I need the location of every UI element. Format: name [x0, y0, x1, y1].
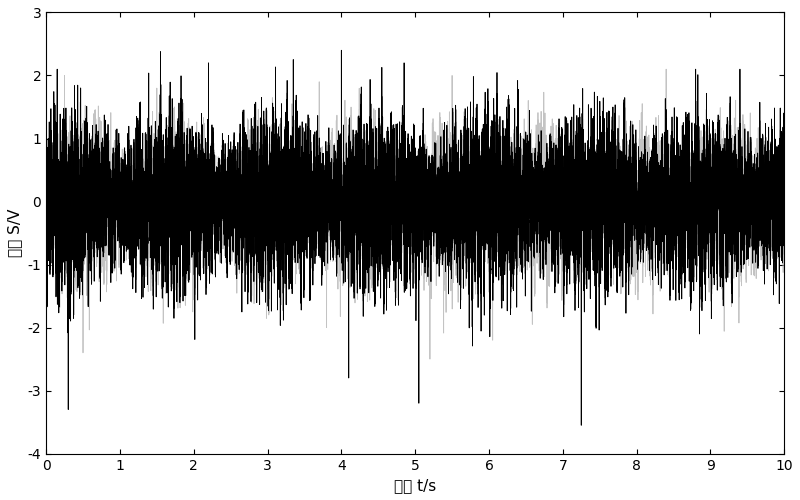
- X-axis label: 时间 t/s: 时间 t/s: [394, 478, 436, 493]
- Y-axis label: 幅度 S/V: 幅度 S/V: [7, 209, 22, 257]
